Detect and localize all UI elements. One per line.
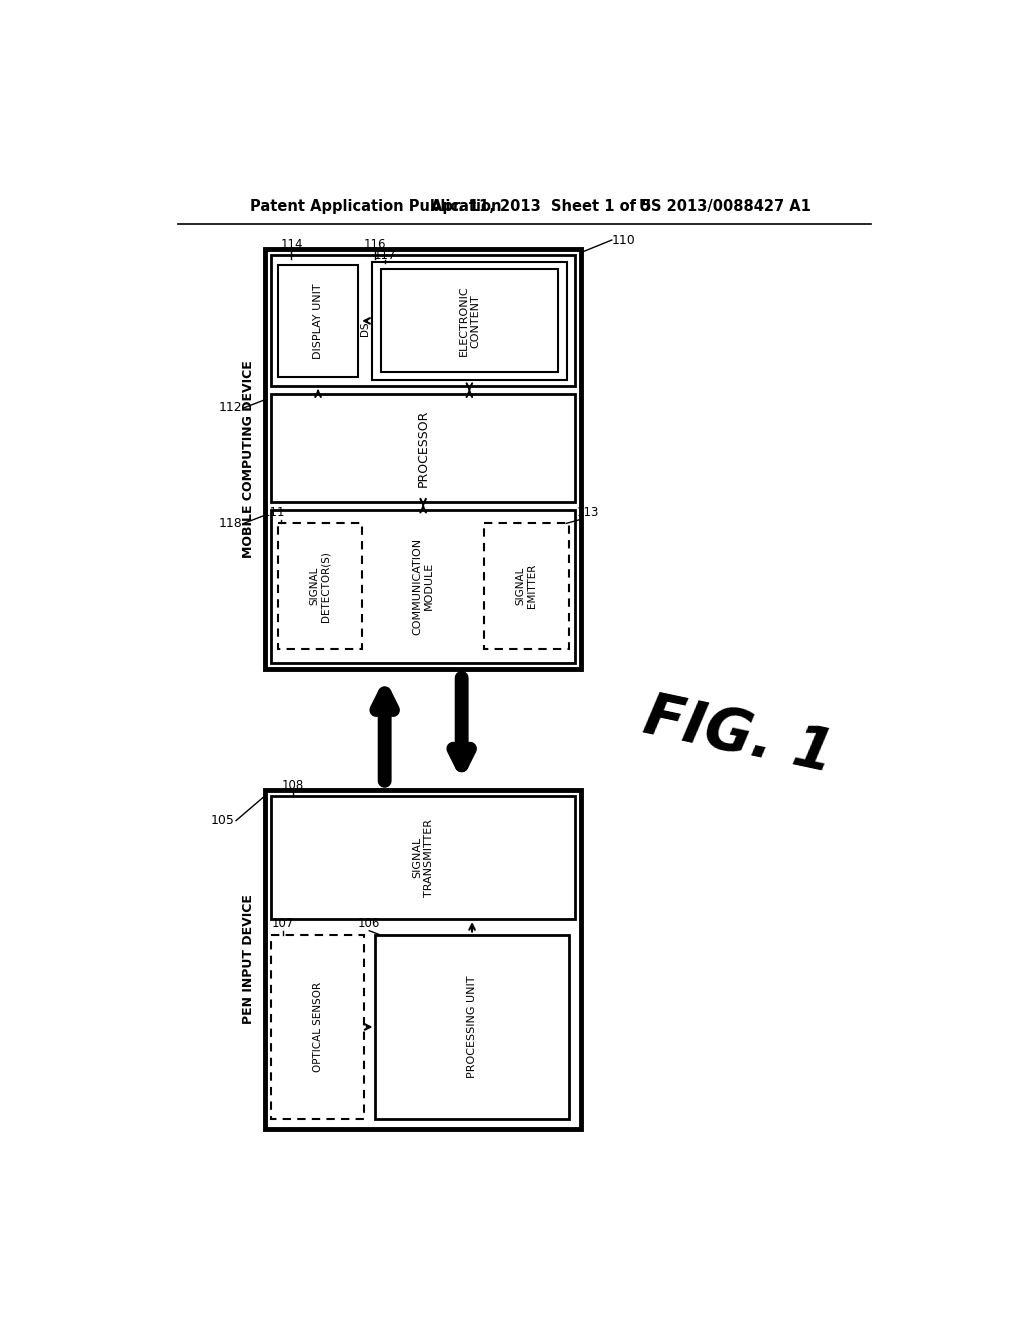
Text: 107: 107: [271, 917, 294, 931]
Text: 106: 106: [358, 917, 381, 931]
Text: PROCESSING UNIT: PROCESSING UNIT: [467, 975, 477, 1078]
Bar: [271, 935, 364, 1119]
Bar: [372, 261, 567, 380]
Text: SIGNAL
EMITTER: SIGNAL EMITTER: [515, 564, 538, 609]
Text: 111: 111: [262, 506, 285, 519]
Bar: [271, 796, 574, 919]
Text: COMMUNICATION
MODULE: COMMUNICATION MODULE: [413, 537, 434, 635]
Text: PROCESSOR: PROCESSOR: [417, 409, 430, 487]
Bar: [271, 256, 574, 387]
Text: Apr. 11, 2013  Sheet 1 of 5: Apr. 11, 2013 Sheet 1 of 5: [431, 198, 651, 214]
Bar: [278, 264, 358, 378]
Bar: [484, 524, 568, 649]
Text: SIGNAL
DETECTOR(S): SIGNAL DETECTOR(S): [309, 550, 331, 622]
Text: 112: 112: [219, 401, 243, 414]
Text: ELECTRONIC
CONTENT: ELECTRONIC CONTENT: [459, 285, 480, 356]
Text: PEN INPUT DEVICE: PEN INPUT DEVICE: [242, 894, 255, 1024]
Text: FIG. 1: FIG. 1: [639, 688, 839, 784]
Bar: [376, 935, 568, 1119]
Text: 116: 116: [365, 238, 387, 251]
Bar: [265, 789, 581, 1129]
Text: SIGNAL
TRANSMITTER: SIGNAL TRANSMITTER: [413, 818, 434, 896]
Text: DISPLAY UNIT: DISPLAY UNIT: [313, 282, 323, 359]
Bar: [265, 249, 581, 669]
Bar: [278, 524, 362, 649]
Text: OPTICAL SENSOR: OPTICAL SENSOR: [312, 982, 323, 1072]
Text: 108: 108: [282, 779, 304, 792]
Bar: [271, 395, 574, 502]
Text: 117: 117: [374, 249, 396, 261]
Bar: [381, 269, 558, 372]
Text: US 2013/0088427 A1: US 2013/0088427 A1: [639, 198, 811, 214]
Text: 110: 110: [611, 234, 635, 247]
Text: Patent Application Publication: Patent Application Publication: [250, 198, 502, 214]
Bar: [271, 510, 574, 663]
Text: 113: 113: [577, 506, 599, 519]
Text: MOBILE COMPUTING DEVICE: MOBILE COMPUTING DEVICE: [242, 360, 255, 558]
Text: 114: 114: [281, 238, 303, 251]
Text: 118: 118: [219, 517, 243, 529]
Text: 105: 105: [211, 814, 234, 828]
Text: DS: DS: [360, 321, 370, 335]
